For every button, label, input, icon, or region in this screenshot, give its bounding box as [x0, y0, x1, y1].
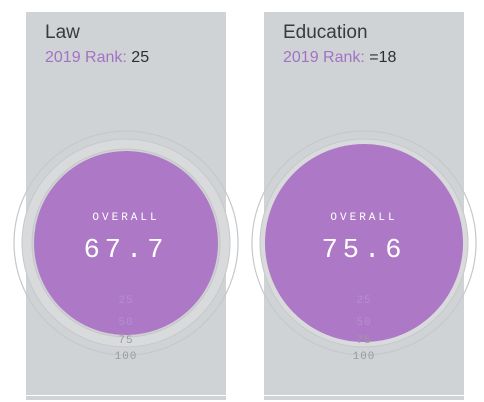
gauge-tick-75: 75 [118, 335, 134, 347]
overall-score: 67.7 [83, 236, 169, 266]
card-underline [264, 396, 464, 400]
gauge-tick-100: 100 [352, 351, 376, 363]
overall-label: OVERALL [330, 212, 398, 224]
rank-value: 25 [131, 49, 150, 66]
rank-label: 2019 Rank [45, 49, 123, 66]
rank-line: 2019 Rank: 25 [45, 49, 149, 67]
score-disc [34, 151, 218, 335]
rank-line: 2019 Rank: =18 [283, 49, 396, 67]
gauge-tick-75: 75 [356, 335, 372, 347]
overall-score-gauge: OVERALL 75.6 25 50 75 100 [251, 123, 477, 363]
subject-title: Law [45, 22, 80, 43]
card-underline [26, 396, 226, 400]
overall-score-gauge: OVERALL 67.7 25 50 75 100 [13, 123, 239, 363]
rank-label: 2019 Rank [283, 49, 361, 66]
score-disc [265, 144, 463, 342]
overall-score: 75.6 [321, 236, 407, 266]
gauge-tick-50: 50 [118, 317, 134, 329]
overall-label: OVERALL [92, 212, 160, 224]
gauge-tick-100: 100 [114, 351, 138, 363]
rank-separator: : [122, 49, 127, 66]
rank-value: =18 [369, 49, 397, 66]
gauge-tick-50: 50 [356, 317, 372, 329]
gauge-tick-25: 25 [356, 295, 372, 307]
subject-title: Education [283, 22, 368, 43]
gauge-rings [13, 130, 239, 356]
rank-separator: : [360, 49, 365, 66]
gauge-tick-25: 25 [118, 295, 134, 307]
gauge-rings [251, 130, 477, 356]
